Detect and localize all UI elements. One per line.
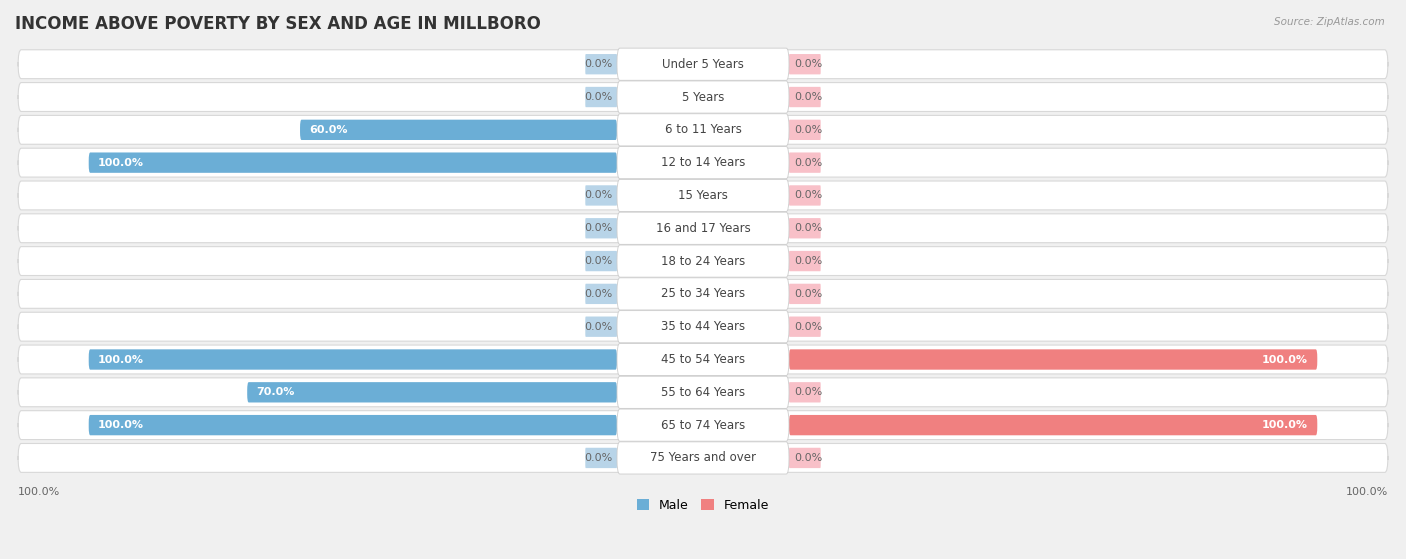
FancyBboxPatch shape — [789, 448, 821, 468]
Text: 0.0%: 0.0% — [583, 223, 612, 233]
FancyBboxPatch shape — [18, 115, 1388, 144]
Text: 0.0%: 0.0% — [794, 158, 823, 168]
FancyBboxPatch shape — [89, 349, 617, 369]
Legend: Male, Female: Male, Female — [631, 494, 775, 517]
Text: 0.0%: 0.0% — [583, 289, 612, 299]
Text: 0.0%: 0.0% — [794, 125, 823, 135]
FancyBboxPatch shape — [585, 185, 617, 206]
FancyBboxPatch shape — [789, 284, 821, 304]
Text: 12 to 14 Years: 12 to 14 Years — [661, 156, 745, 169]
Text: 45 to 54 Years: 45 to 54 Years — [661, 353, 745, 366]
Text: 100.0%: 100.0% — [98, 420, 143, 430]
FancyBboxPatch shape — [617, 48, 789, 80]
FancyBboxPatch shape — [789, 120, 821, 140]
Text: Source: ZipAtlas.com: Source: ZipAtlas.com — [1274, 17, 1385, 27]
Text: 0.0%: 0.0% — [794, 321, 823, 331]
Text: 0.0%: 0.0% — [794, 92, 823, 102]
FancyBboxPatch shape — [789, 349, 1317, 369]
FancyBboxPatch shape — [18, 411, 1388, 439]
FancyBboxPatch shape — [18, 247, 1388, 276]
FancyBboxPatch shape — [789, 218, 821, 239]
FancyBboxPatch shape — [585, 316, 617, 337]
FancyBboxPatch shape — [247, 382, 617, 402]
Text: 70.0%: 70.0% — [256, 387, 295, 397]
Text: 75 Years and over: 75 Years and over — [650, 452, 756, 465]
FancyBboxPatch shape — [617, 179, 789, 211]
Text: 25 to 34 Years: 25 to 34 Years — [661, 287, 745, 300]
Text: 0.0%: 0.0% — [583, 321, 612, 331]
FancyBboxPatch shape — [617, 114, 789, 146]
Text: 100.0%: 100.0% — [18, 487, 60, 498]
Text: 0.0%: 0.0% — [794, 59, 823, 69]
Text: 60.0%: 60.0% — [309, 125, 347, 135]
Text: 18 to 24 Years: 18 to 24 Years — [661, 254, 745, 268]
Text: 100.0%: 100.0% — [1263, 354, 1308, 364]
FancyBboxPatch shape — [789, 251, 821, 271]
FancyBboxPatch shape — [617, 442, 789, 474]
Text: 0.0%: 0.0% — [583, 453, 612, 463]
Text: 6 to 11 Years: 6 to 11 Years — [665, 124, 741, 136]
FancyBboxPatch shape — [18, 312, 1388, 341]
Text: Under 5 Years: Under 5 Years — [662, 58, 744, 71]
Text: 0.0%: 0.0% — [794, 223, 823, 233]
Text: 100.0%: 100.0% — [98, 354, 143, 364]
FancyBboxPatch shape — [18, 345, 1388, 374]
FancyBboxPatch shape — [789, 54, 821, 74]
FancyBboxPatch shape — [585, 87, 617, 107]
FancyBboxPatch shape — [617, 245, 789, 277]
Text: 0.0%: 0.0% — [583, 59, 612, 69]
FancyBboxPatch shape — [617, 146, 789, 179]
Text: 0.0%: 0.0% — [794, 387, 823, 397]
Text: 35 to 44 Years: 35 to 44 Years — [661, 320, 745, 333]
FancyBboxPatch shape — [789, 87, 821, 107]
Text: 0.0%: 0.0% — [583, 92, 612, 102]
FancyBboxPatch shape — [18, 443, 1388, 472]
FancyBboxPatch shape — [617, 409, 789, 441]
FancyBboxPatch shape — [89, 153, 617, 173]
FancyBboxPatch shape — [89, 415, 617, 435]
Text: 65 to 74 Years: 65 to 74 Years — [661, 419, 745, 432]
FancyBboxPatch shape — [18, 50, 1388, 79]
FancyBboxPatch shape — [617, 81, 789, 113]
FancyBboxPatch shape — [18, 181, 1388, 210]
FancyBboxPatch shape — [617, 212, 789, 244]
Text: 5 Years: 5 Years — [682, 91, 724, 103]
FancyBboxPatch shape — [585, 218, 617, 239]
FancyBboxPatch shape — [18, 83, 1388, 111]
FancyBboxPatch shape — [617, 311, 789, 343]
Text: 0.0%: 0.0% — [583, 191, 612, 201]
FancyBboxPatch shape — [585, 54, 617, 74]
FancyBboxPatch shape — [789, 382, 821, 402]
FancyBboxPatch shape — [18, 214, 1388, 243]
Text: 0.0%: 0.0% — [794, 256, 823, 266]
Text: 0.0%: 0.0% — [583, 256, 612, 266]
FancyBboxPatch shape — [299, 120, 617, 140]
FancyBboxPatch shape — [789, 316, 821, 337]
Text: INCOME ABOVE POVERTY BY SEX AND AGE IN MILLBORO: INCOME ABOVE POVERTY BY SEX AND AGE IN M… — [15, 15, 541, 33]
FancyBboxPatch shape — [617, 278, 789, 310]
Text: 55 to 64 Years: 55 to 64 Years — [661, 386, 745, 399]
Text: 100.0%: 100.0% — [98, 158, 143, 168]
FancyBboxPatch shape — [585, 284, 617, 304]
FancyBboxPatch shape — [617, 343, 789, 376]
FancyBboxPatch shape — [789, 185, 821, 206]
Text: 100.0%: 100.0% — [1346, 487, 1388, 498]
FancyBboxPatch shape — [585, 448, 617, 468]
FancyBboxPatch shape — [18, 378, 1388, 407]
Text: 16 and 17 Years: 16 and 17 Years — [655, 222, 751, 235]
Text: 0.0%: 0.0% — [794, 191, 823, 201]
Text: 0.0%: 0.0% — [794, 289, 823, 299]
Text: 100.0%: 100.0% — [1263, 420, 1308, 430]
Text: 0.0%: 0.0% — [794, 453, 823, 463]
FancyBboxPatch shape — [585, 251, 617, 271]
FancyBboxPatch shape — [617, 376, 789, 409]
FancyBboxPatch shape — [18, 148, 1388, 177]
FancyBboxPatch shape — [789, 415, 1317, 435]
FancyBboxPatch shape — [789, 153, 821, 173]
FancyBboxPatch shape — [18, 280, 1388, 309]
Text: 15 Years: 15 Years — [678, 189, 728, 202]
